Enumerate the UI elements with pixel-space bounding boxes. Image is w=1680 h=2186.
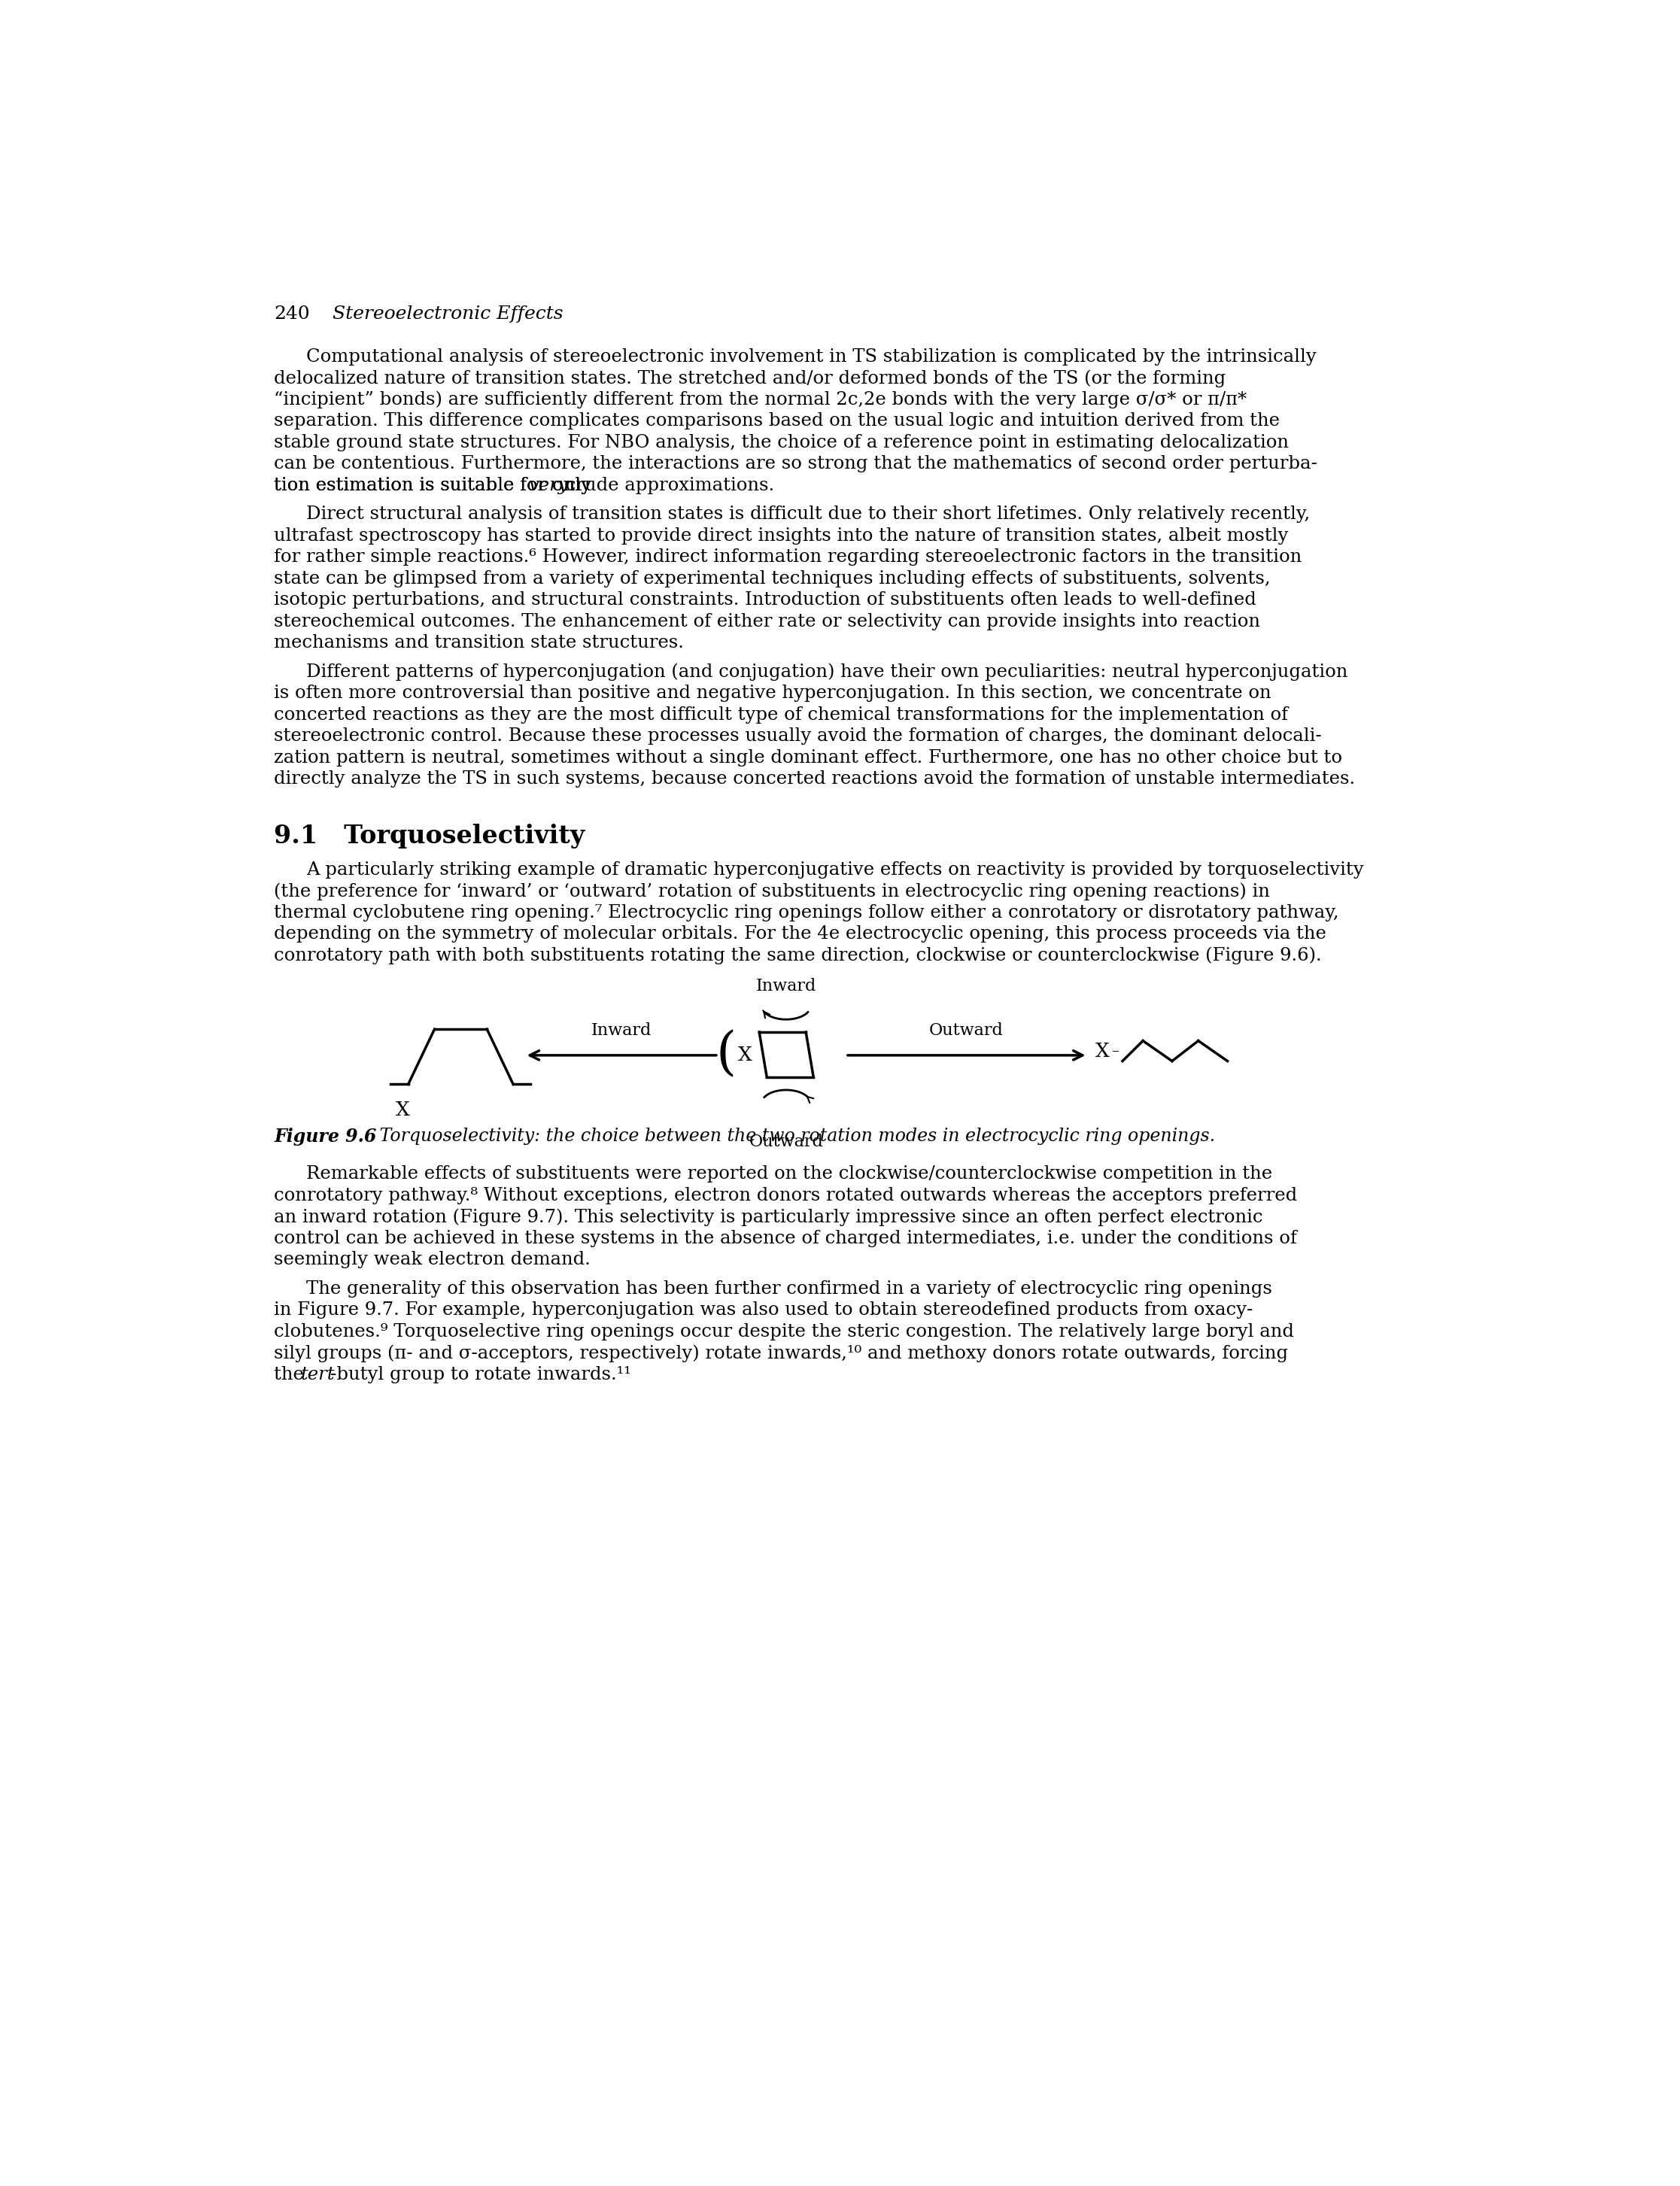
Text: 9.1   Torquoselectivity: 9.1 Torquoselectivity (274, 824, 585, 848)
Text: thermal cyclobutene ring opening.⁷ Electrocyclic ring openings follow either a c: thermal cyclobutene ring opening.⁷ Elect… (274, 905, 1339, 922)
Text: the: the (274, 1366, 311, 1384)
Text: state can be glimpsed from a variety of experimental techniques including effect: state can be glimpsed from a variety of … (274, 571, 1270, 588)
Text: stable ground state structures. For NBO analysis, the choice of a reference poin: stable ground state structures. For NBO … (274, 433, 1289, 450)
Text: Figure 9.6: Figure 9.6 (274, 1128, 376, 1145)
Text: isotopic perturbations, and structural constraints. Introduction of substituents: isotopic perturbations, and structural c… (274, 592, 1257, 608)
Text: ultrafast spectroscopy has started to provide direct insights into the nature of: ultrafast spectroscopy has started to pr… (274, 527, 1289, 544)
Text: X: X (1095, 1043, 1109, 1060)
Text: Direct structural analysis of transition states is difficult due to their short : Direct structural analysis of transition… (306, 505, 1310, 522)
Text: directly analyze the TS in such systems, because concerted reactions avoid the f: directly analyze the TS in such systems,… (274, 769, 1356, 787)
Text: concerted reactions as they are the most difficult type of chemical transformati: concerted reactions as they are the most… (274, 706, 1289, 724)
Text: Torquoselectivity: the choice between the two rotation modes in electrocyclic ri: Torquoselectivity: the choice between th… (363, 1128, 1215, 1145)
Text: Different patterns of hyperconjugation (and conjugation) have their own peculiar: Different patterns of hyperconjugation (… (306, 662, 1347, 680)
Text: “incipient” bonds) are sufficiently different from the normal 2c,2e bonds with t: “incipient” bonds) are sufficiently diff… (274, 391, 1247, 409)
Text: Inward: Inward (756, 979, 816, 995)
Text: Inward: Inward (591, 1023, 652, 1038)
Text: tion estimation is suitable for only: tion estimation is suitable for only (274, 477, 598, 494)
Text: in Figure 9.7. For example, hyperconjugation was also used to obtain stereodefin: in Figure 9.7. For example, hyperconjuga… (274, 1301, 1253, 1318)
Text: control can be achieved in these systems in the absence of charged intermediates: control can be achieved in these systems… (274, 1229, 1297, 1246)
Text: is often more controversial than positive and negative hyperconjugation. In this: is often more controversial than positiv… (274, 684, 1272, 702)
Text: tert: tert (301, 1366, 336, 1384)
Text: The generality of this observation has been further confirmed in a variety of el: The generality of this observation has b… (306, 1281, 1272, 1296)
Text: -butyl group to rotate inwards.¹¹: -butyl group to rotate inwards.¹¹ (329, 1366, 632, 1384)
Text: clobutenes.⁹ Torquoselective ring openings occur despite the steric congestion. : clobutenes.⁹ Torquoselective ring openin… (274, 1323, 1294, 1340)
Text: 240: 240 (274, 306, 311, 324)
Text: zation pattern is neutral, sometimes without a single dominant effect. Furthermo: zation pattern is neutral, sometimes wit… (274, 750, 1342, 765)
Text: stereochemical outcomes. The enhancement of either rate or selectivity can provi: stereochemical outcomes. The enhancement… (274, 612, 1260, 630)
Text: Stereoelectronic Effects: Stereoelectronic Effects (333, 306, 563, 324)
Text: stereoelectronic control. Because these processes usually avoid the formation of: stereoelectronic control. Because these … (274, 728, 1322, 745)
Text: conrotatory path with both substituents rotating the same direction, clockwise o: conrotatory path with both substituents … (274, 947, 1322, 964)
Text: (the preference for ‘inward’ or ‘outward’ rotation of substituents in electrocyc: (the preference for ‘inward’ or ‘outward… (274, 883, 1270, 901)
Text: Outward: Outward (749, 1135, 823, 1150)
Text: Computational analysis of stereoelectronic involvement in TS stabilization is co: Computational analysis of stereoelectron… (306, 348, 1317, 365)
Text: –: – (1110, 1045, 1119, 1058)
Text: Outward: Outward (929, 1023, 1003, 1038)
Text: tion estimation is suitable for only: tion estimation is suitable for only (274, 477, 598, 494)
Text: silyl groups (π- and σ-acceptors, respectively) rotate inwards,¹⁰ and methoxy do: silyl groups (π- and σ-acceptors, respec… (274, 1344, 1289, 1362)
Text: depending on the symmetry of molecular orbitals. For the 4e electrocyclic openin: depending on the symmetry of molecular o… (274, 925, 1327, 942)
Text: for rather simple reactions.⁶ However, indirect information regarding stereoelec: for rather simple reactions.⁶ However, i… (274, 549, 1302, 566)
Text: X: X (738, 1045, 753, 1065)
Text: A particularly striking example of dramatic hyperconjugative effects on reactivi: A particularly striking example of drama… (306, 861, 1364, 879)
Text: conrotatory pathway.⁸ Without exceptions, electron donors rotated outwards where: conrotatory pathway.⁸ Without exceptions… (274, 1187, 1297, 1204)
Text: seemingly weak electron demand.: seemingly weak electron demand. (274, 1250, 591, 1268)
Text: delocalized nature of transition states. The stretched and/or deformed bonds of : delocalized nature of transition states.… (274, 369, 1226, 387)
Text: crude approximations.: crude approximations. (559, 477, 774, 494)
Text: can be contentious. Furthermore, the interactions are so strong that the mathema: can be contentious. Furthermore, the int… (274, 455, 1317, 472)
Text: X: X (395, 1100, 410, 1119)
Text: an inward rotation (Figure 9.7). This selectivity is particularly impressive sin: an inward rotation (Figure 9.7). This se… (274, 1209, 1263, 1226)
Text: (: ( (716, 1030, 736, 1080)
Text: Remarkable effects of substituents were reported on the clockwise/counterclockwi: Remarkable effects of substituents were … (306, 1165, 1272, 1183)
Text: mechanisms and transition state structures.: mechanisms and transition state structur… (274, 634, 684, 651)
Text: separation. This difference complicates comparisons based on the usual logic and: separation. This difference complicates … (274, 413, 1280, 431)
Text: very: very (528, 477, 568, 494)
